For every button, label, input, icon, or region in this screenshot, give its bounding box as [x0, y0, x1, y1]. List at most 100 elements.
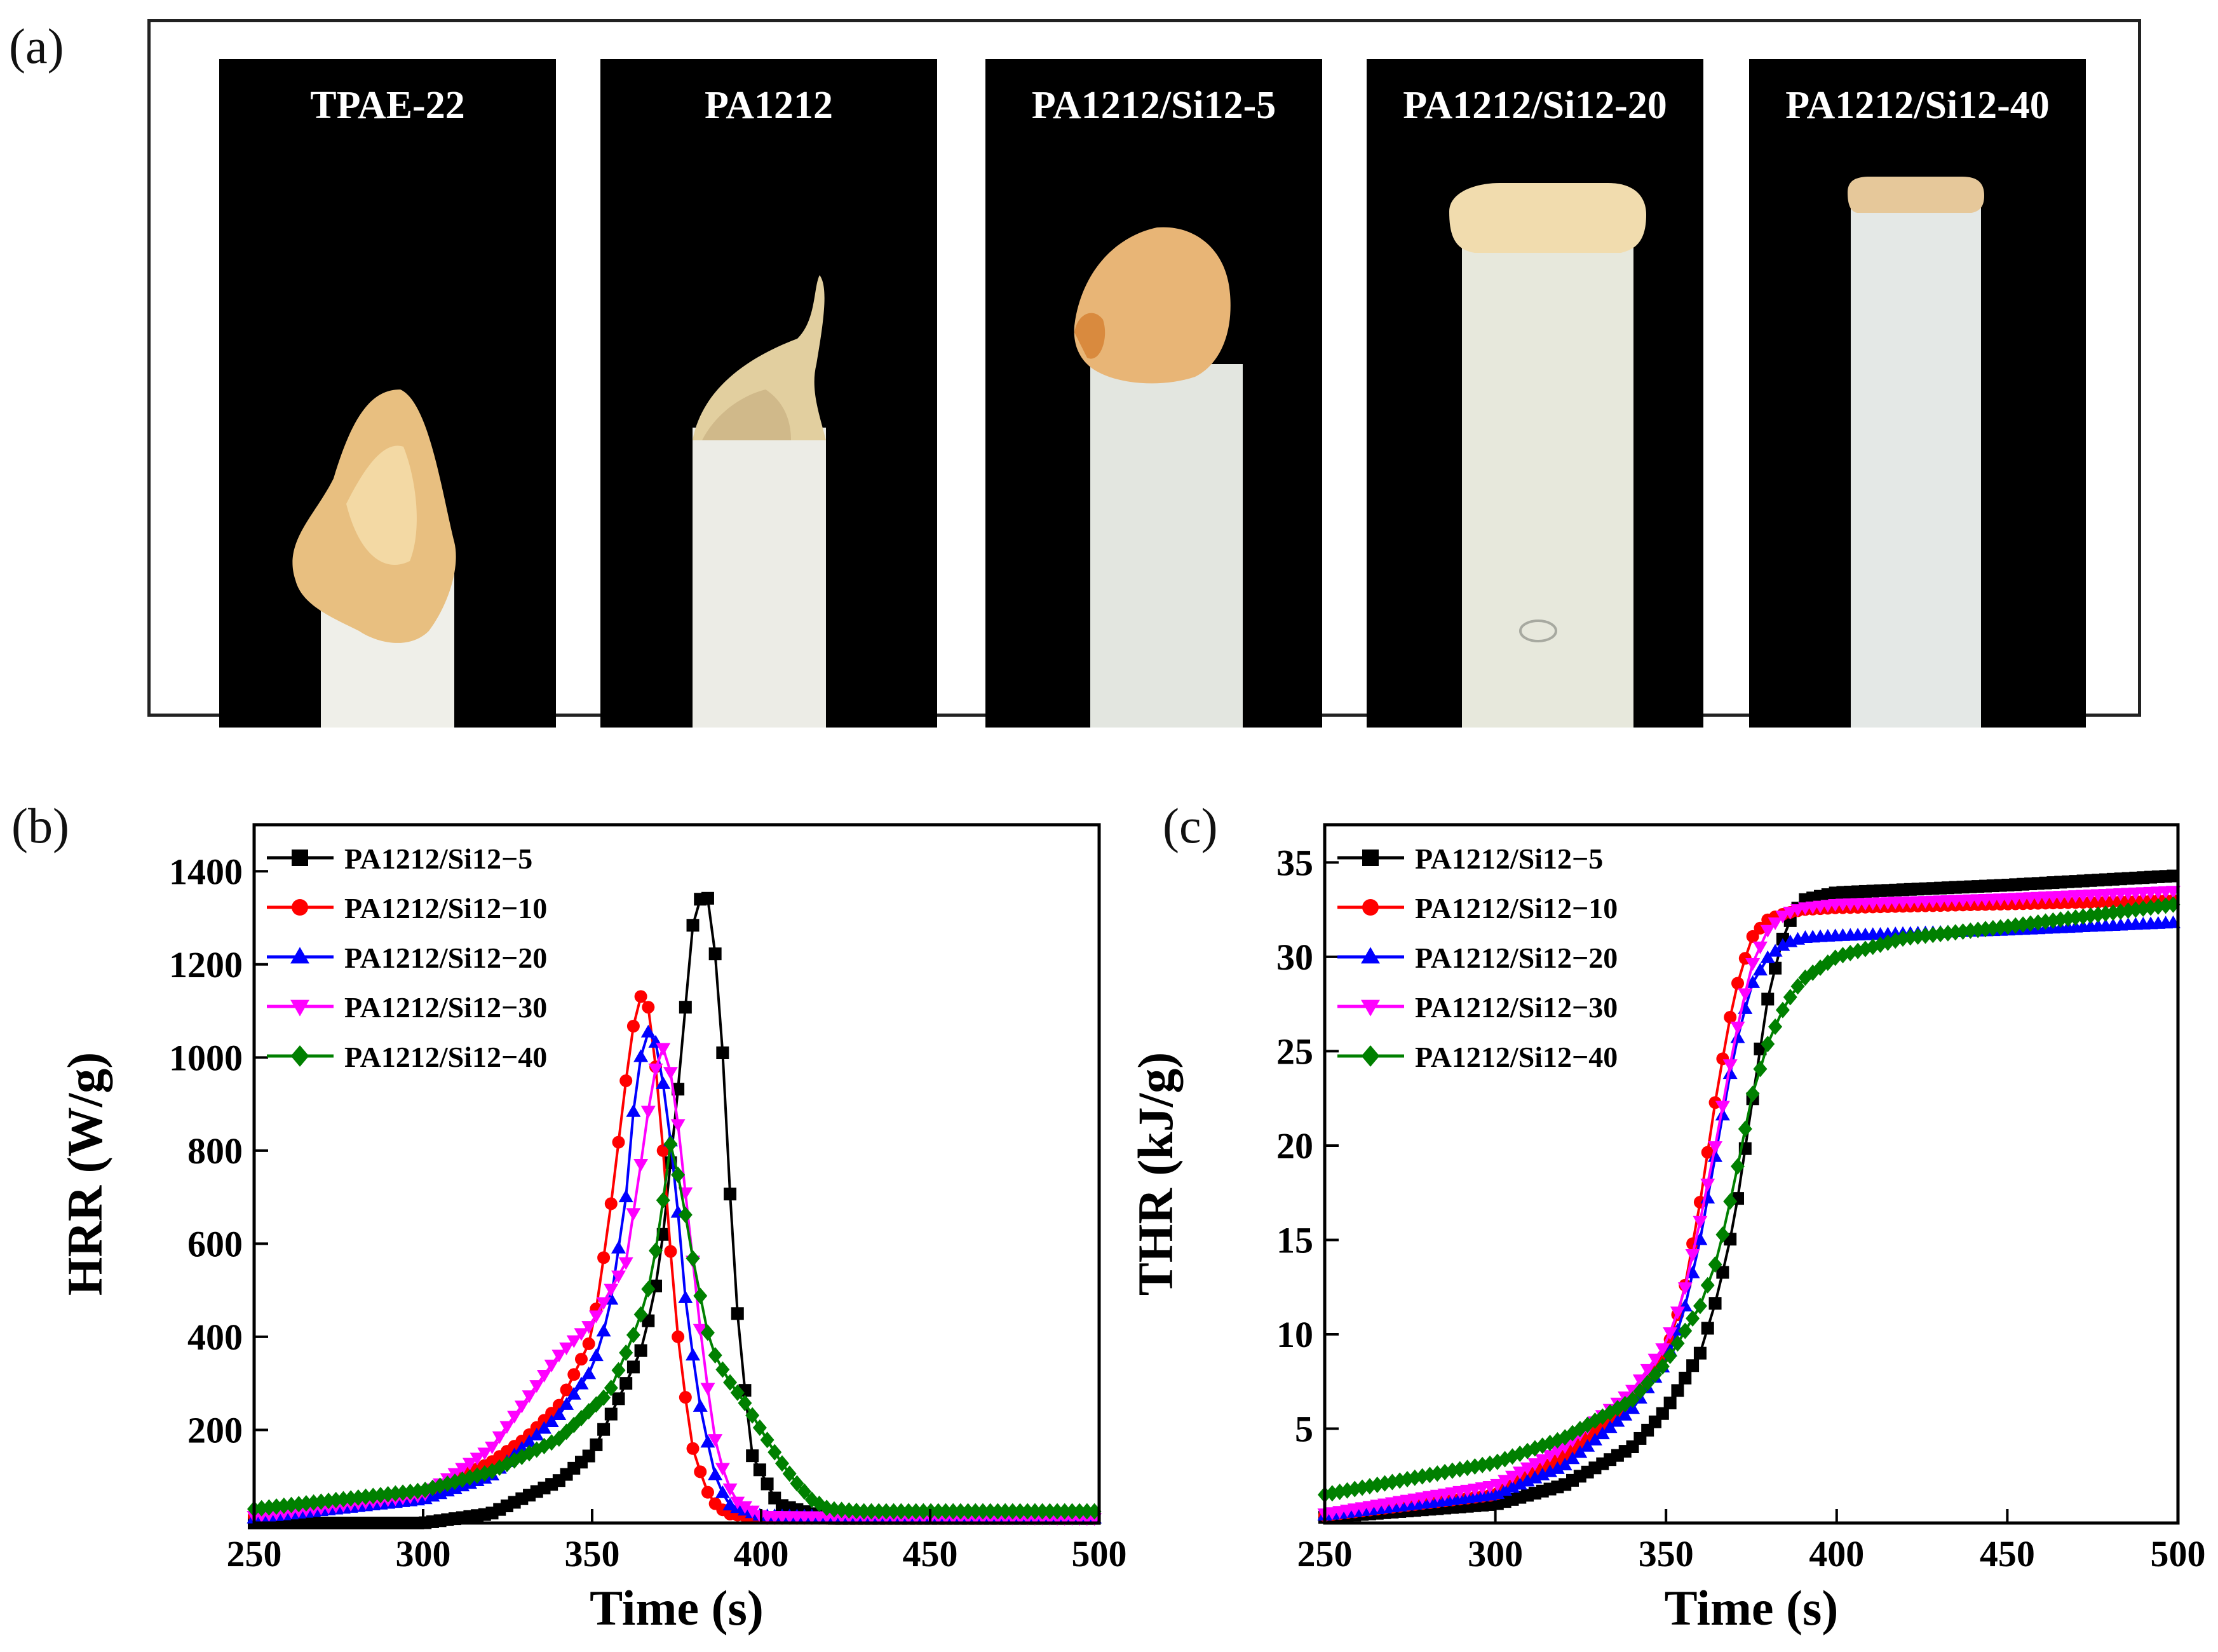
data-point — [633, 1049, 649, 1062]
data-point — [745, 1407, 760, 1424]
legend-marker — [292, 850, 308, 866]
data-point — [604, 1407, 618, 1421]
x-tick-label: 300 — [1468, 1533, 1523, 1574]
data-point — [1715, 1100, 1730, 1114]
data-point — [1602, 1420, 1618, 1433]
data-point — [1065, 1503, 1079, 1520]
data-point — [492, 1431, 507, 1444]
data-point — [626, 1020, 640, 1033]
data-point — [1655, 1358, 1670, 1375]
x-tick-label: 250 — [227, 1533, 282, 1574]
x-tick-label: 250 — [1297, 1533, 1353, 1574]
data-point — [1738, 1120, 1752, 1137]
data-point — [849, 1503, 864, 1520]
data-point — [686, 1442, 700, 1455]
data-point — [1035, 1503, 1050, 1520]
data-point — [649, 1242, 663, 1259]
data-point — [953, 1503, 968, 1520]
data-point — [1701, 1322, 1714, 1335]
y-tick-label: 20 — [1276, 1125, 1313, 1167]
data-point — [1775, 938, 1790, 951]
data-point — [722, 1483, 738, 1496]
legend-marker — [290, 999, 309, 1017]
data-point — [1693, 1297, 1707, 1315]
data-point — [1005, 1503, 1020, 1520]
data-point — [746, 1449, 759, 1463]
data-point — [1633, 1383, 1647, 1400]
panel-label-c: (c) — [1163, 798, 1218, 853]
data-point — [1731, 977, 1745, 990]
data-point — [1745, 1085, 1760, 1102]
sample-photo-pa1212-si12-20: PA1212/Si12-20 — [1367, 59, 1703, 728]
data-point — [901, 1503, 916, 1520]
data-point — [536, 1421, 551, 1434]
data-point — [648, 1063, 663, 1076]
data-point — [656, 1076, 671, 1089]
data-point — [686, 919, 700, 932]
data-point — [1505, 1470, 1520, 1484]
sample-residue-illustration — [693, 275, 826, 728]
data-point — [590, 1438, 603, 1451]
data-point — [1557, 1441, 1572, 1454]
x-tick-label: 450 — [903, 1533, 958, 1574]
x-tick-label: 400 — [734, 1533, 789, 1574]
data-point — [477, 1447, 492, 1461]
data-point — [1663, 1397, 1677, 1410]
data-point — [626, 1208, 641, 1221]
data-point — [738, 1395, 752, 1412]
y-tick-label: 25 — [1276, 1031, 1313, 1072]
data-point — [1768, 917, 1783, 930]
data-point — [1580, 1439, 1595, 1452]
data-point — [1790, 978, 1805, 995]
data-point — [1716, 1266, 1729, 1279]
data-point — [1752, 963, 1768, 976]
data-point — [1679, 1371, 1692, 1385]
data-point — [1745, 958, 1761, 972]
data-point — [1708, 1256, 1722, 1273]
data-point — [1587, 1432, 1602, 1446]
data-point — [574, 1353, 588, 1366]
y-tick-label: 5 — [1295, 1408, 1313, 1449]
data-point — [2167, 869, 2180, 883]
data-point — [640, 1024, 656, 1038]
data-point — [753, 1463, 766, 1477]
data-point — [1050, 1503, 1065, 1520]
panel-label-a: (a) — [9, 18, 64, 74]
data-point — [566, 1335, 581, 1348]
x-tick-label: 500 — [1072, 1533, 1127, 1574]
sample-photo-pa1212-si12-5: PA1212/Si12-5 — [985, 59, 1322, 728]
data-point — [1543, 1450, 1558, 1463]
data-point — [656, 1228, 670, 1241]
data-point — [1760, 950, 1775, 963]
data-point — [1708, 1297, 1722, 1310]
panel-label-b: (b) — [11, 798, 69, 853]
data-point — [782, 1465, 797, 1482]
y-tick-label: 35 — [1276, 842, 1313, 883]
data-point — [1730, 1021, 1745, 1034]
data-point — [588, 1310, 604, 1324]
data-point — [774, 1455, 789, 1472]
data-point — [633, 1306, 648, 1323]
x-tick-label: 450 — [1980, 1533, 2035, 1574]
data-point — [1715, 1107, 1730, 1121]
legend-label: PA1212/Si12−30 — [1415, 991, 1618, 1024]
data-point — [1746, 930, 1759, 943]
data-point — [693, 1398, 708, 1412]
data-point — [596, 1324, 611, 1337]
data-point — [507, 1411, 522, 1424]
data-point — [715, 1485, 730, 1498]
data-point — [1761, 1036, 1775, 1053]
data-point — [588, 1348, 604, 1362]
x-tick-label: 350 — [1639, 1533, 1694, 1574]
data-point — [856, 1503, 871, 1520]
legend-marker — [1362, 850, 1379, 866]
data-point — [1761, 992, 1775, 1006]
photo-label: PA1212/Si12-40 — [1785, 84, 2050, 127]
data-point — [1775, 1001, 1790, 1019]
y-tick-label: 1400 — [169, 851, 243, 892]
data-point — [694, 1465, 707, 1479]
data-point — [462, 1458, 477, 1471]
legend-label: PA1212/Si12−20 — [1415, 942, 1618, 974]
data-point — [671, 1166, 686, 1183]
data-point — [909, 1503, 923, 1520]
